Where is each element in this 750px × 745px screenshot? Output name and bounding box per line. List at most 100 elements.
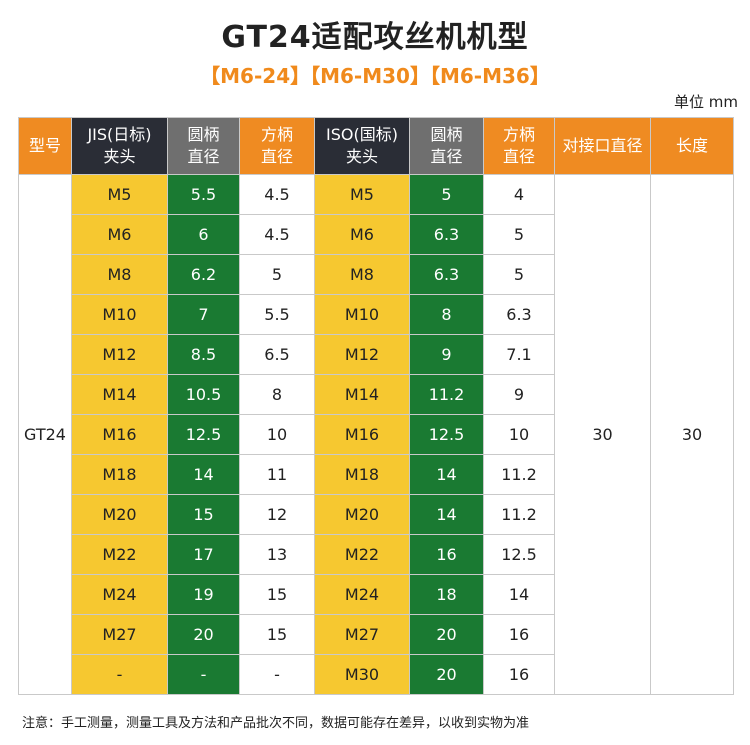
iso-round-cell: 6.3 <box>409 254 484 295</box>
iso-chuck-cell: M12 <box>314 334 410 375</box>
model-range-subtitle: 【M6-24】【M6-M30】【M6-M36】 <box>200 64 550 88</box>
iso-chuck-cell: M10 <box>314 294 410 335</box>
iso-chuck-cell: M24 <box>314 574 410 615</box>
header-iso-chuck: ISO(国标) 夹头 <box>314 117 410 175</box>
iso-round-cell: 14 <box>409 494 484 535</box>
iso-round-cell: 20 <box>409 654 484 695</box>
header-length: 长度 <box>650 117 734 175</box>
table-row: M22 17 13 M22 16 12.5 <box>19 534 734 575</box>
iso-square-cell: 16 <box>483 614 555 655</box>
iso-chuck-cell: M22 <box>314 534 410 575</box>
iso-chuck-cell: M27 <box>314 614 410 655</box>
iso-chuck-cell: M20 <box>314 494 410 535</box>
jis-square-cell: 5.5 <box>239 294 315 335</box>
header-iso-round-shank: 圆柄 直径 <box>409 117 484 175</box>
disclaimer-note: 注意：手工测量，测量工具及方法和产品批次不同，数据可能存在差异，以收到实物为准 <box>22 716 530 731</box>
interface-diameter-cell: 30 <box>554 174 651 695</box>
jis-round-cell: 19 <box>167 574 240 615</box>
jis-round-cell: 6.2 <box>167 254 240 295</box>
iso-chuck-cell: M6 <box>314 214 410 255</box>
iso-round-cell: 16 <box>409 534 484 575</box>
header-iso-square-shank: 方柄 直径 <box>483 117 555 175</box>
jis-chuck-cell: M10 <box>71 294 168 335</box>
jis-chuck-cell: M20 <box>71 494 168 535</box>
jis-square-cell: 10 <box>239 414 315 455</box>
jis-round-cell: 17 <box>167 534 240 575</box>
iso-square-cell: 7.1 <box>483 334 555 375</box>
jis-chuck-cell: M22 <box>71 534 168 575</box>
iso-chuck-cell: M8 <box>314 254 410 295</box>
jis-square-cell: 15 <box>239 574 315 615</box>
iso-square-cell: 5 <box>483 254 555 295</box>
jis-round-cell: 14 <box>167 454 240 495</box>
jis-round-cell: 8.5 <box>167 334 240 375</box>
table-row: GT24 M5 5.5 4.5 M5 5 4 30 30 <box>18 174 734 695</box>
jis-chuck-cell: M27 <box>71 614 168 655</box>
jis-square-cell: 15 <box>239 614 315 655</box>
jis-round-cell: 12.5 <box>167 414 240 455</box>
table-row: M24 19 15 M24 18 14 <box>19 574 734 615</box>
header-model: 型号 <box>18 117 72 175</box>
iso-round-cell: 14 <box>409 454 484 495</box>
header-jis-round-shank: 圆柄 直径 <box>167 117 240 175</box>
jis-chuck-cell: M12 <box>71 334 168 375</box>
header-jis-chuck: JIS(日标) 夹头 <box>71 117 168 175</box>
header-row: 型号 JIS(日标) 夹头 圆柄 直径 方柄 直径 ISO(国标) 夹头 圆柄 直径 方柄… <box>18 117 734 175</box>
table-row: M14 10.5 8 M14 11.2 9 <box>19 374 734 415</box>
jis-square-cell: 5 <box>239 254 315 295</box>
iso-square-cell: 11.2 <box>483 494 555 535</box>
length-cell: 30 <box>650 174 734 695</box>
unit-label: 单位 mm <box>674 93 738 111</box>
iso-square-cell: 9 <box>483 374 555 415</box>
iso-chuck-cell: M30 <box>314 654 410 695</box>
iso-round-cell: 18 <box>409 574 484 615</box>
iso-round-cell: 6.3 <box>409 214 484 255</box>
iso-square-cell: 4 <box>483 174 555 215</box>
table-row: M12 8.5 6.5 M12 9 7.1 <box>19 334 734 375</box>
jis-round-cell: 5.5 <box>167 174 240 215</box>
iso-round-cell: 9 <box>409 334 484 375</box>
jis-round-cell: 10.5 <box>167 374 240 415</box>
jis-chuck-cell: M8 <box>71 254 168 295</box>
jis-round-cell: 20 <box>167 614 240 655</box>
iso-round-cell: 11.2 <box>409 374 484 415</box>
iso-square-cell: 12.5 <box>483 534 555 575</box>
jis-chuck-cell: M24 <box>71 574 168 615</box>
model-cell: GT24 <box>18 174 72 695</box>
jis-square-cell: 13 <box>239 534 315 575</box>
jis-round-cell: - <box>167 654 240 695</box>
table-row: M6 6 4.5 M6 6.3 5 <box>19 214 734 255</box>
iso-square-cell: 16 <box>483 654 555 695</box>
iso-round-cell: 20 <box>409 614 484 655</box>
iso-chuck-cell: M14 <box>314 374 410 415</box>
jis-chuck-cell: M16 <box>71 414 168 455</box>
jis-square-cell: 6.5 <box>239 334 315 375</box>
page-title: GT24适配攻丝机机型 <box>221 20 529 55</box>
iso-square-cell: 14 <box>483 574 555 615</box>
jis-chuck-cell: M18 <box>71 454 168 495</box>
iso-round-cell: 5 <box>409 174 484 215</box>
jis-round-cell: 15 <box>167 494 240 535</box>
jis-square-cell: 4.5 <box>239 214 315 255</box>
table-row: M20 15 12 M20 14 11.2 <box>19 494 734 535</box>
iso-chuck-cell: M5 <box>314 174 410 215</box>
table-row: M18 14 11 M18 14 11.2 <box>19 454 734 495</box>
iso-chuck-cell: M16 <box>314 414 410 455</box>
iso-square-cell: 11.2 <box>483 454 555 495</box>
jis-square-cell: 12 <box>239 494 315 535</box>
table-row: M27 20 15 M27 20 16 <box>19 614 734 655</box>
jis-chuck-cell: M5 <box>71 174 168 215</box>
jis-square-cell: 8 <box>239 374 315 415</box>
jis-chuck-cell: M6 <box>71 214 168 255</box>
jis-round-cell: 6 <box>167 214 240 255</box>
header-interface-diameter: 对接口直径 <box>554 117 651 175</box>
iso-chuck-cell: M18 <box>314 454 410 495</box>
jis-square-cell: - <box>239 654 315 695</box>
iso-square-cell: 6.3 <box>483 294 555 335</box>
spec-table: 型号 JIS(日标) 夹头 圆柄 直径 方柄 直径 ISO(国标) 夹头 圆柄 直径 方柄… <box>18 117 734 695</box>
jis-chuck-cell: - <box>71 654 168 695</box>
jis-round-cell: 7 <box>167 294 240 335</box>
jis-square-cell: 4.5 <box>239 174 315 215</box>
jis-square-cell: 11 <box>239 454 315 495</box>
iso-round-cell: 8 <box>409 294 484 335</box>
